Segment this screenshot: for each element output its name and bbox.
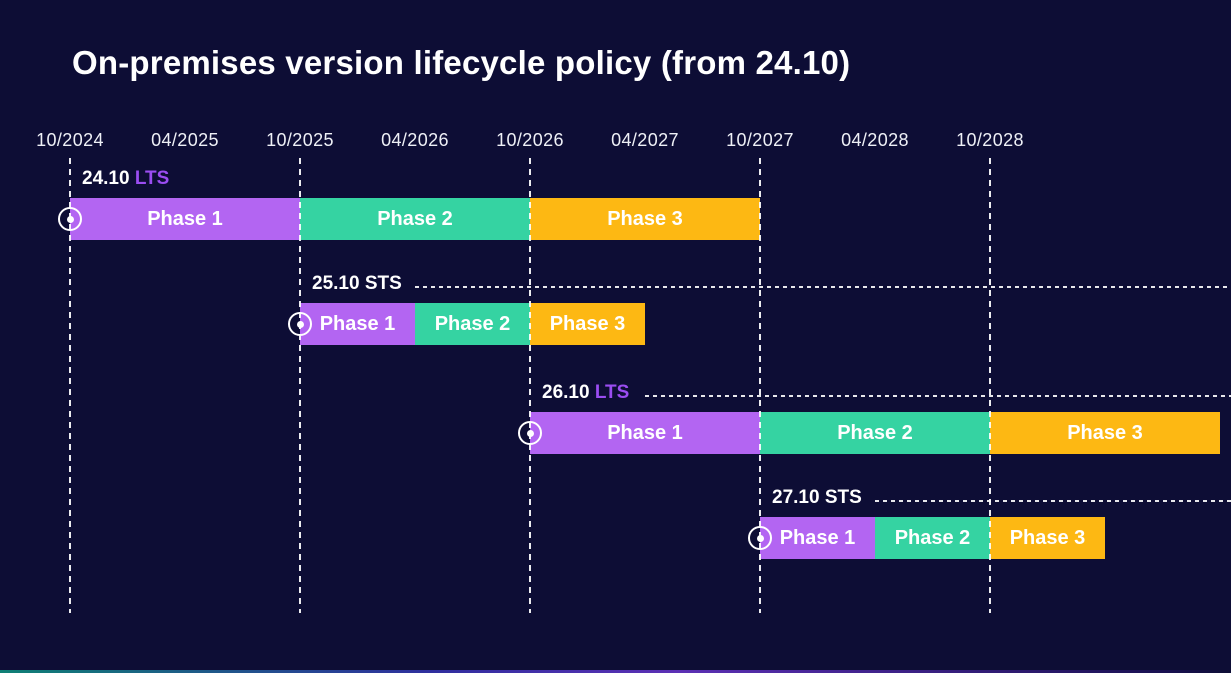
phase-bar: Phase 2 xyxy=(300,198,530,240)
vertical-gridline xyxy=(759,158,761,613)
vertical-gridline xyxy=(529,158,531,613)
release-label: 26.10 LTS xyxy=(542,382,629,404)
vertical-gridline xyxy=(299,158,301,613)
release-start-marker-icon xyxy=(288,312,312,336)
axis-tick-label: 04/2027 xyxy=(611,130,679,150)
release-start-marker-icon xyxy=(518,421,542,445)
phase-bar: Phase 1 xyxy=(530,412,760,454)
axis-tick-label: 10/2028 xyxy=(956,130,1024,150)
release-start-marker-icon xyxy=(58,207,82,231)
release-version-text: 24.10 xyxy=(82,168,135,189)
phase-bar: Phase 3 xyxy=(530,198,760,240)
release-version-text: 25.10 xyxy=(312,273,365,294)
phase-bar: Phase 1 xyxy=(760,517,875,559)
phase-bar: Phase 1 xyxy=(70,198,300,240)
release-label: 27.10 STS xyxy=(772,487,862,509)
bottom-gradient-strip-decoration xyxy=(0,670,1231,673)
axis-tick-label: 04/2026 xyxy=(381,130,449,150)
label-trailing-dashed-line xyxy=(875,500,1231,502)
vertical-gridline xyxy=(69,158,71,613)
axis-tick-label: 10/2026 xyxy=(496,130,564,150)
marker-center-dot xyxy=(66,215,74,223)
release-channel-text: LTS xyxy=(594,382,630,403)
release-label: 25.10 STS xyxy=(312,273,402,295)
marker-center-dot xyxy=(756,534,764,542)
axis-tick-label: 04/2025 xyxy=(151,130,219,150)
release-channel-text: LTS xyxy=(134,168,170,189)
label-trailing-dashed-line xyxy=(415,286,1231,288)
phase-bar: Phase 2 xyxy=(415,303,530,345)
release-version-text: 26.10 xyxy=(542,382,595,403)
phase-bar: Phase 1 xyxy=(300,303,415,345)
release-channel-text: STS xyxy=(364,273,402,294)
axis-tick-label: 10/2025 xyxy=(266,130,334,150)
axis-tick-label: 10/2024 xyxy=(36,130,104,150)
timeline-axis: 10/2024 04/2025 10/2025 04/2026 10/2026 04/20… xyxy=(0,130,1231,154)
phase-bar: Phase 2 xyxy=(760,412,990,454)
release-start-marker-icon xyxy=(748,526,772,550)
release-version-text: 27.10 xyxy=(772,487,825,508)
release-label: 24.10 LTS xyxy=(82,168,169,190)
phase-bar: Phase 3 xyxy=(990,412,1220,454)
axis-tick-label: 04/2028 xyxy=(841,130,909,150)
phase-bar: Phase 3 xyxy=(530,303,645,345)
marker-center-dot xyxy=(296,320,304,328)
vertical-gridline xyxy=(989,158,991,613)
chart-title: On-premises version lifecycle policy (fr… xyxy=(72,44,851,81)
marker-center-dot xyxy=(526,429,534,437)
label-trailing-dashed-line xyxy=(645,395,1231,397)
release-channel-text: STS xyxy=(824,487,862,508)
axis-tick-label: 10/2027 xyxy=(726,130,794,150)
phase-bar: Phase 2 xyxy=(875,517,990,559)
phase-bar: Phase 3 xyxy=(990,517,1105,559)
